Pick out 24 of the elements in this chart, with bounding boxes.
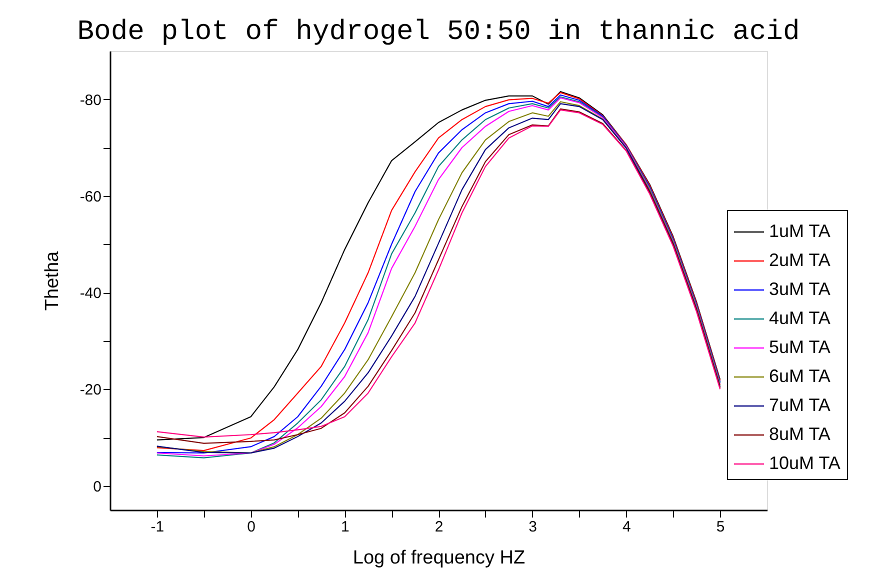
chart-title: Bode plot of hydrogel 50:50 in thannic acid (77, 17, 800, 48)
legend-label: 3uM TA (769, 279, 830, 299)
y-tick-label: -60 (80, 188, 102, 206)
legend-label: 1uM TA (769, 221, 830, 241)
legend-label: 5uM TA (769, 337, 830, 357)
x-axis-title: Log of frequency HZ (352, 548, 526, 568)
legend-label: 8uM TA (769, 424, 830, 444)
y-axis-title: Thetha (42, 250, 63, 311)
x-tick-label: 3 (528, 518, 538, 536)
y-tick-label: 0 (93, 478, 102, 496)
legend-label: 2uM TA (769, 250, 830, 270)
legend-label: 10uM TA (769, 453, 840, 473)
x-tick-label: 2 (434, 518, 444, 536)
x-tick-label: 0 (247, 518, 256, 536)
x-tick-label: 1 (340, 518, 350, 536)
legend-label: 4uM TA (769, 308, 830, 328)
x-tick-label: 5 (716, 518, 725, 536)
legend-label: 7uM TA (769, 395, 830, 415)
legend-label: 6uM TA (769, 366, 830, 386)
x-tick-label: 4 (622, 518, 631, 536)
y-tick-label: -40 (80, 285, 102, 302)
y-tick-label: -20 (80, 382, 102, 399)
x-tick-label: -1 (150, 518, 164, 536)
y-tick-label: -80 (80, 92, 102, 109)
